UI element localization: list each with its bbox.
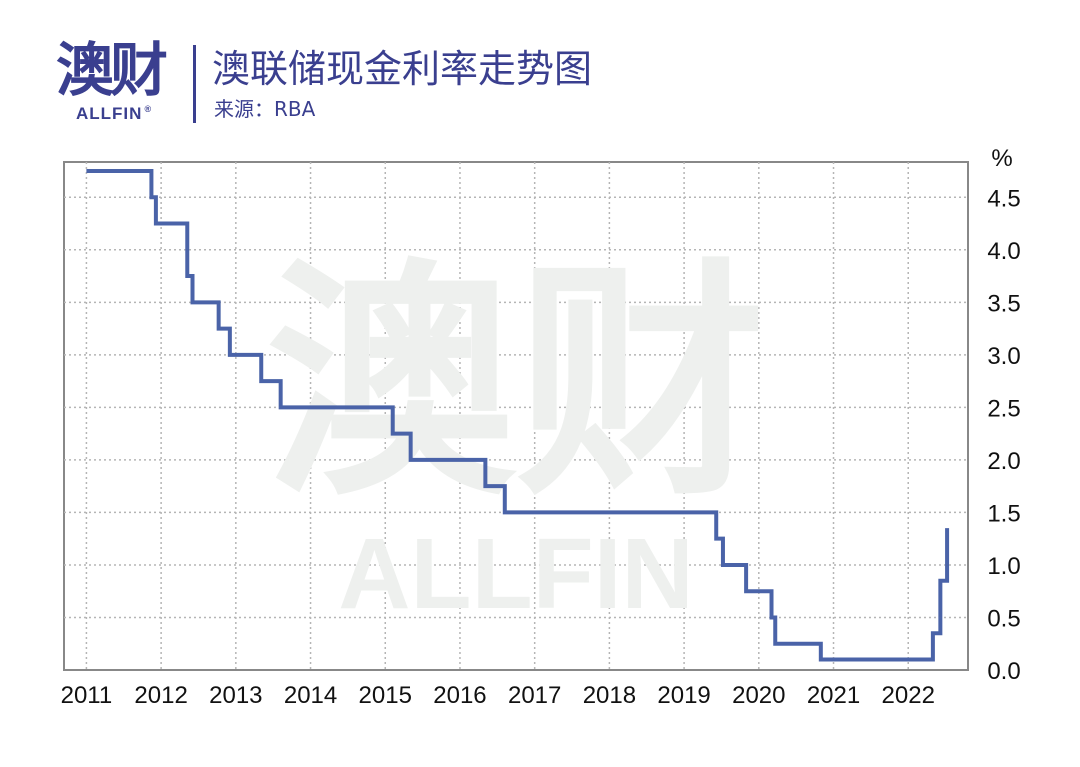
- y-tick-label: 3.0: [987, 343, 1020, 370]
- y-tick-label: 4.0: [987, 238, 1020, 265]
- x-tick-label: 2018: [583, 682, 636, 709]
- watermark-logo: 澳财: [266, 238, 766, 529]
- y-axis-ticks: 0.0 0.5 1.0 1.5 2.0 2.5 3.0 3.5 4.0 4.5: [987, 185, 1020, 685]
- y-tick-label: 2.5: [987, 395, 1020, 422]
- watermark: 澳财 ALLFIN: [266, 238, 766, 630]
- logo-mark: 澳财: [56, 36, 168, 104]
- y-tick-label: 2.0: [987, 448, 1020, 475]
- cash-rate-line: [86, 169, 950, 662]
- x-tick-label: 2022: [882, 682, 935, 709]
- x-tick-label: 2020: [732, 682, 785, 709]
- x-tick-label: 2021: [807, 682, 860, 709]
- x-tick-label: 2014: [284, 682, 337, 709]
- x-tick-label: 2012: [134, 682, 187, 709]
- logo-wordmark: ALLFIN ®: [76, 104, 152, 124]
- plot-area: [63, 161, 969, 671]
- brand-logo: 澳财 ALLFIN ®: [52, 38, 186, 128]
- x-tick-label: 2015: [359, 682, 412, 709]
- page-title: 澳联储现金利率走势图: [212, 47, 593, 91]
- x-axis-ticks: 2011 2012 2013 2014 2015 2016 2017 2018 2019 2020…: [61, 682, 935, 709]
- y-tick-label: 0.0: [987, 658, 1020, 685]
- series-layer: [86, 169, 950, 662]
- x-tick-label: 2011: [61, 682, 113, 709]
- y-tick-label: 4.5: [987, 185, 1020, 212]
- logo-wordmark-text: ALLFIN: [76, 104, 143, 123]
- y-tick-label: 1.5: [987, 500, 1020, 527]
- watermark-text: ALLFIN: [338, 518, 693, 630]
- y-tick-label: 0.5: [987, 605, 1020, 632]
- y-axis-unit: %: [991, 145, 1012, 172]
- header-divider: [193, 45, 196, 123]
- x-tick-label: 2019: [657, 682, 710, 709]
- x-tick-label: 2016: [433, 682, 486, 709]
- chart-source: 来源：RBA: [214, 97, 316, 121]
- x-tick-label: 2013: [209, 682, 262, 709]
- registered-mark: ®: [144, 104, 153, 114]
- x-tick-label: 2017: [508, 682, 561, 709]
- y-tick-label: 1.0: [987, 553, 1020, 580]
- y-tick-label: 3.5: [987, 290, 1020, 317]
